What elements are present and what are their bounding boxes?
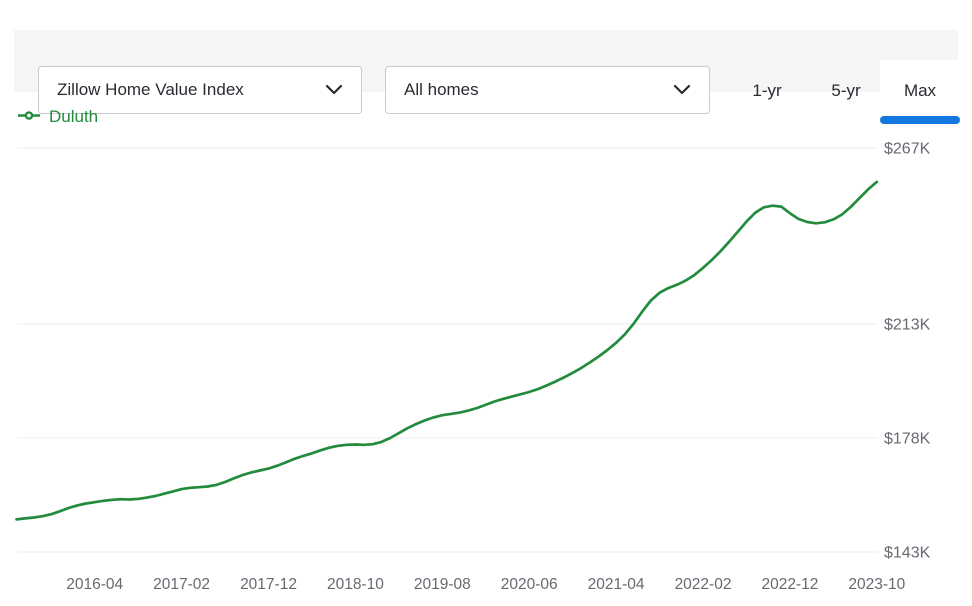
chevron-down-icon xyxy=(673,80,691,100)
tab-max[interactable]: Max xyxy=(880,60,960,124)
x-axis-label: 2023-10 xyxy=(848,576,905,593)
series-marker-icon xyxy=(18,107,40,127)
x-axis-label: 2018-10 xyxy=(327,576,384,593)
tab-max-label: Max xyxy=(903,81,937,100)
tab-1yr-label: 1-yr xyxy=(752,81,782,100)
x-axis-label: 2022-12 xyxy=(761,576,818,593)
legend-label: Duluth xyxy=(49,107,99,126)
tab-5yr-label: 5-yr xyxy=(831,81,861,100)
x-axis-label: 2022-02 xyxy=(675,576,732,593)
chart-toolbar: Zillow Home Value Index All homes 1-yr 5… xyxy=(14,30,960,124)
x-axis-label: 2021-04 xyxy=(588,576,645,593)
x-axis-label: 2016-04 xyxy=(66,576,123,593)
legend-item-duluth[interactable]: Duluth xyxy=(18,105,98,129)
y-axis-label: $178K xyxy=(884,430,931,447)
x-axis-label: 2020-06 xyxy=(501,576,558,593)
active-tab-indicator xyxy=(880,116,960,124)
metric-dropdown[interactable]: Zillow Home Value Index xyxy=(38,66,362,114)
chevron-down-icon xyxy=(325,80,343,100)
tab-1yr[interactable]: 1-yr xyxy=(739,60,795,122)
x-axis-label: 2017-12 xyxy=(240,576,297,593)
y-axis-label: $213K xyxy=(884,316,931,333)
metric-dropdown-value: Zillow Home Value Index xyxy=(57,80,244,99)
series-line-duluth[interactable] xyxy=(15,180,879,521)
x-axis-label: 2017-02 xyxy=(153,576,210,593)
tab-5yr[interactable]: 5-yr xyxy=(818,60,874,122)
y-axis-label: $267K xyxy=(884,141,931,158)
home-type-dropdown-value: All homes xyxy=(404,80,479,99)
x-axis-label: 2019-08 xyxy=(414,576,471,593)
y-axis-label: $143K xyxy=(884,545,931,562)
home-type-dropdown[interactable]: All homes xyxy=(385,66,710,114)
